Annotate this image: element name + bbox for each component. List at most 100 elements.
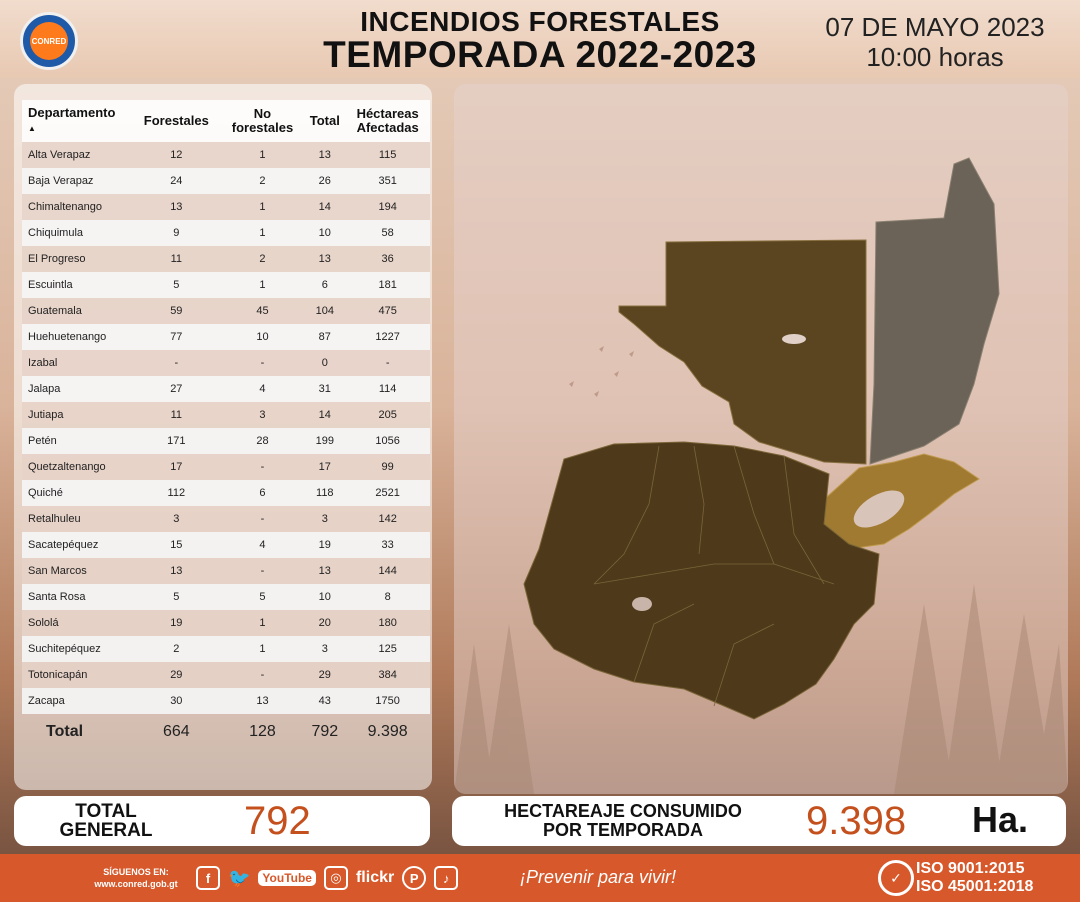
cell-total: 20 bbox=[304, 610, 346, 636]
table-total-row: Total 664 128 792 9.398 bbox=[22, 714, 430, 750]
cell-hectareas: 33 bbox=[345, 532, 430, 558]
cell-total: 0 bbox=[304, 350, 346, 376]
cell-no-forestales: 5 bbox=[220, 584, 305, 610]
cell-departamento: Santa Rosa bbox=[22, 584, 132, 610]
cell-forestales: 59 bbox=[132, 298, 221, 324]
twitter-icon[interactable]: 🐦 bbox=[228, 867, 251, 888]
cell-total: 31 bbox=[304, 376, 346, 402]
cell-total: 13 bbox=[304, 246, 346, 272]
table-row: Sololá 19 1 20 180 bbox=[22, 610, 430, 636]
total-forestales: 664 bbox=[162, 723, 190, 740]
cell-no-forestales: - bbox=[220, 350, 305, 376]
table-body: Alta Verapaz 12 1 13 115 Baja Verapaz 24 2 26 351… bbox=[22, 142, 430, 714]
cell-no-forestales: 4 bbox=[220, 376, 305, 402]
table-row: Chimaltenango 13 1 14 194 bbox=[22, 194, 430, 220]
table-row: Jutiapa 11 3 14 205 bbox=[22, 402, 430, 428]
table-row: Jalapa 27 4 31 114 bbox=[22, 376, 430, 402]
hectareaje-label-line1: HECTAREAJE CONSUMIDO bbox=[504, 801, 742, 821]
cell-hectareas: 36 bbox=[345, 246, 430, 272]
table-row: Alta Verapaz 12 1 13 115 bbox=[22, 142, 430, 168]
cell-total: 13 bbox=[304, 142, 346, 168]
cell-hectareas: 351 bbox=[345, 168, 430, 194]
table-row: El Progreso 11 2 13 36 bbox=[22, 246, 430, 272]
cell-no-forestales: 28 bbox=[220, 428, 305, 454]
cell-total: 17 bbox=[304, 454, 346, 480]
slogan: ¡Prevenir para vivir! bbox=[520, 867, 677, 887]
hectareaje-label-line2: POR TEMPORADA bbox=[542, 820, 703, 840]
total-no-forestales: 128 bbox=[249, 723, 276, 740]
cell-forestales: 11 bbox=[132, 246, 221, 272]
table-row: Chiquimula 9 1 10 58 bbox=[22, 220, 430, 246]
cell-no-forestales: 45 bbox=[220, 298, 305, 324]
cell-hectareas: 475 bbox=[345, 298, 430, 324]
cell-departamento: Sacatepéquez bbox=[22, 532, 132, 558]
table-row: Suchitepéquez 2 1 3 125 bbox=[22, 636, 430, 662]
table-row: Quiché 112 6 118 2521 bbox=[22, 480, 430, 506]
column-header-total[interactable]: Total bbox=[304, 100, 346, 142]
cell-no-forestales: 1 bbox=[220, 610, 305, 636]
cell-forestales: 12 bbox=[132, 142, 221, 168]
total-general-label-line2: GENERAL bbox=[59, 820, 153, 841]
cell-departamento: Guatemala bbox=[22, 298, 132, 324]
cell-departamento: Alta Verapaz bbox=[22, 142, 132, 168]
cell-forestales: 5 bbox=[132, 584, 221, 610]
column-header-hectareas[interactable]: Héctareas Afectadas bbox=[345, 100, 430, 142]
cell-no-forestales: 6 bbox=[220, 480, 305, 506]
cell-hectareas: 58 bbox=[345, 220, 430, 246]
table-row: Totonicapán 29-29 384 bbox=[22, 662, 430, 688]
cell-departamento: Chiquimula bbox=[22, 220, 132, 246]
table-row: Huehuetenango 77 10 87 1227 bbox=[22, 324, 430, 350]
facebook-icon[interactable]: f bbox=[196, 866, 220, 890]
cell-forestales: 30 bbox=[132, 688, 221, 714]
cell-total: 3 bbox=[304, 506, 346, 532]
table-row: Santa Rosa 5 5 10 8 bbox=[22, 584, 430, 610]
cell-total: 104 bbox=[304, 298, 346, 324]
map-region-south[interactable] bbox=[523, 441, 880, 720]
map-region-north[interactable] bbox=[618, 239, 867, 465]
column-header-no-forestales[interactable]: No forestales bbox=[220, 100, 305, 142]
website-link[interactable]: www.conred.gob.gt bbox=[94, 879, 178, 889]
table-row: Quetzaltenango 17-17 99 bbox=[22, 454, 430, 480]
total-general-value: 792 bbox=[244, 799, 311, 843]
column-header-forestales[interactable]: Forestales bbox=[132, 100, 221, 142]
page-title-line1: INCENDIOS FORESTALES bbox=[360, 6, 720, 37]
map-region-peten[interactable] bbox=[869, 157, 1000, 465]
cell-no-forestales: 1 bbox=[220, 220, 305, 246]
cell-departamento: Jutiapa bbox=[22, 402, 132, 428]
cell-forestales: 27 bbox=[132, 376, 221, 402]
follow-us: SÍGUENOS EN: www.conred.gob.gt bbox=[84, 866, 188, 890]
cell-departamento: Baja Verapaz bbox=[22, 168, 132, 194]
flickr-icon[interactable]: flickr bbox=[355, 869, 395, 886]
iso-certifications: ISO 9001:2015 ISO 45001:2018 bbox=[916, 860, 1033, 896]
column-header-departamento-label: Departamento bbox=[28, 105, 116, 120]
table-row: Baja Verapaz 24 2 26 351 bbox=[22, 168, 430, 194]
cell-departamento: Huehuetenango bbox=[22, 324, 132, 350]
cell-departamento: Sololá bbox=[22, 610, 132, 636]
cell-hectareas: 125 bbox=[345, 636, 430, 662]
cell-forestales: 17 bbox=[132, 454, 221, 480]
cell-no-forestales: - bbox=[220, 662, 305, 688]
cell-total: 10 bbox=[304, 220, 346, 246]
tiktok-icon[interactable]: ♪ bbox=[434, 866, 459, 890]
cell-hectareas: 2521 bbox=[345, 480, 430, 506]
cell-departamento: Quiché bbox=[22, 480, 132, 506]
cell-departamento: Jalapa bbox=[22, 376, 132, 402]
cell-departamento: El Progreso bbox=[22, 246, 132, 272]
pinterest-icon[interactable]: P bbox=[402, 866, 427, 890]
cell-no-forestales: 1 bbox=[220, 142, 305, 168]
total-general-label: TOTAL GENERAL bbox=[36, 802, 176, 840]
conred-logo-mark: CONRED bbox=[30, 22, 68, 60]
instagram-icon[interactable]: ◎ bbox=[323, 866, 348, 890]
hectareaje-value: 9.398 bbox=[806, 799, 907, 843]
cell-forestales: 15 bbox=[132, 532, 221, 558]
youtube-icon[interactable]: YouTube bbox=[258, 870, 316, 886]
cell-no-forestales: 3 bbox=[220, 402, 305, 428]
cell-departamento: Petén bbox=[22, 428, 132, 454]
hectareaje-unit: Ha. bbox=[972, 799, 1029, 840]
cell-forestales: 11 bbox=[132, 402, 221, 428]
birds-decoration bbox=[569, 346, 634, 397]
cell-hectareas: 144 bbox=[345, 558, 430, 584]
total-hectareas: 9.398 bbox=[367, 723, 408, 740]
column-header-departamento[interactable]: Departamento ▲ bbox=[22, 100, 132, 142]
cell-hectareas: 115 bbox=[345, 142, 430, 168]
